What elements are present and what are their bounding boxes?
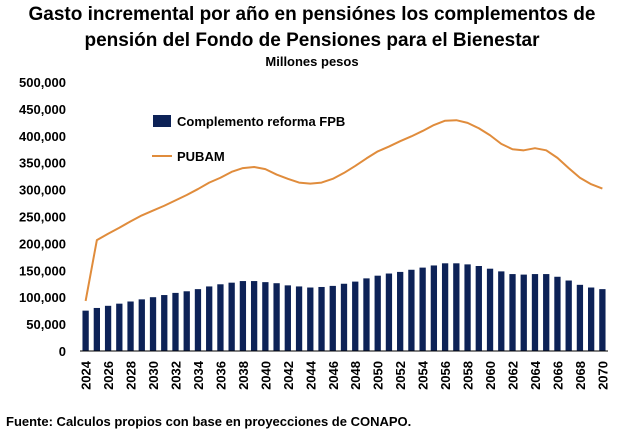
bar xyxy=(183,291,190,351)
bar xyxy=(228,282,235,351)
y-tick-label: 250,000 xyxy=(19,210,66,225)
x-tick-label: 2056 xyxy=(438,361,453,390)
bar xyxy=(430,265,438,351)
y-tick-label: 500,000 xyxy=(19,75,66,90)
x-tick-label: 2034 xyxy=(191,360,206,390)
legend-bar-swatch xyxy=(153,115,171,127)
y-axis: 0 50,000 100,000 150,000 200,000 250,000 300,0… xyxy=(19,75,66,359)
bar xyxy=(295,286,303,351)
bar xyxy=(206,286,213,351)
bar xyxy=(554,276,561,351)
x-tick-label: 2036 xyxy=(213,361,228,390)
x-tick-label: 2064 xyxy=(528,360,543,390)
bar xyxy=(565,280,572,351)
x-tick-label: 2048 xyxy=(348,361,363,390)
bar xyxy=(82,310,89,351)
bar xyxy=(588,287,595,351)
x-tick-label: 2066 xyxy=(550,361,565,390)
chart-title: Gasto incremental por año en pensiónes l… xyxy=(28,4,596,51)
legend-bar-label: Complemento reforma FPB xyxy=(177,114,345,129)
bar xyxy=(543,274,550,351)
bar xyxy=(217,284,224,351)
x-tick-label: 2060 xyxy=(483,361,498,390)
x-tick-label: 2032 xyxy=(168,361,183,390)
bar xyxy=(509,274,516,351)
bar xyxy=(385,273,393,351)
x-tick-label: 2052 xyxy=(393,361,408,390)
bar-series xyxy=(82,263,606,351)
bar xyxy=(408,269,415,351)
bar xyxy=(284,285,291,351)
legend-line-label: PUBAM xyxy=(177,149,225,164)
x-tick-label: 2046 xyxy=(326,361,341,390)
x-axis: 2024 2026 2028 2030 2032 2034 2036 2038 2040 2042… xyxy=(79,350,610,390)
bar xyxy=(374,275,381,351)
bar xyxy=(307,287,314,351)
bar xyxy=(599,289,606,351)
x-tick-label: 2068 xyxy=(573,361,588,390)
x-tick-label: 2024 xyxy=(79,360,94,390)
x-tick-label: 2026 xyxy=(101,361,116,390)
bar xyxy=(397,271,404,351)
bar xyxy=(104,305,112,351)
x-tick-label: 2058 xyxy=(461,361,476,390)
line-series xyxy=(84,119,603,302)
bar xyxy=(419,267,426,351)
y-tick-label: 450,000 xyxy=(19,102,66,117)
x-tick-label: 2050 xyxy=(371,361,386,390)
bar xyxy=(329,285,336,351)
bar xyxy=(149,297,157,351)
bar xyxy=(352,281,359,351)
y-tick-label: 300,000 xyxy=(19,183,66,198)
bar xyxy=(273,283,280,351)
bar xyxy=(250,281,258,351)
bar xyxy=(363,278,370,351)
bar xyxy=(531,274,539,351)
y-tick-label: 100,000 xyxy=(19,290,66,305)
bar xyxy=(475,266,482,351)
y-tick-label: 200,000 xyxy=(19,236,66,251)
bar xyxy=(138,299,145,351)
x-tick-label: 2054 xyxy=(416,360,431,390)
bar xyxy=(340,283,348,351)
x-tick-label: 2040 xyxy=(258,361,273,390)
source-note: Fuente: Calculos propios con base en pro… xyxy=(6,414,412,429)
bar xyxy=(441,263,449,351)
bar xyxy=(262,282,269,351)
bar xyxy=(486,268,494,351)
x-tick-label: 2030 xyxy=(146,361,161,390)
bar xyxy=(161,295,168,351)
x-tick-label: 2028 xyxy=(124,361,139,390)
bar xyxy=(127,301,134,351)
bar xyxy=(93,307,100,351)
bar xyxy=(194,289,202,351)
y-tick-label: 350,000 xyxy=(19,156,66,171)
pubam-line xyxy=(84,119,603,302)
bar xyxy=(498,271,505,351)
y-tick-label: 400,000 xyxy=(19,129,66,144)
bar xyxy=(520,274,527,351)
y-tick-label: 150,000 xyxy=(19,263,66,278)
bar xyxy=(239,281,247,351)
bar xyxy=(453,263,460,351)
x-tick-label: 2038 xyxy=(236,361,251,390)
bar xyxy=(576,284,584,351)
x-tick-label: 2044 xyxy=(303,360,318,390)
x-tick-label: 2062 xyxy=(506,361,521,390)
bar xyxy=(172,292,179,351)
bar xyxy=(116,303,123,351)
x-tick-label: 2042 xyxy=(281,361,296,390)
y-tick-label: 50,000 xyxy=(26,317,66,332)
legend: Complemento reforma FPB PUBAM xyxy=(152,114,345,164)
bar xyxy=(318,286,325,351)
chart-subtitle: Millones pesos xyxy=(265,54,359,69)
x-tick-label: 2070 xyxy=(595,361,610,390)
y-tick-label: 0 xyxy=(59,344,66,359)
bar xyxy=(464,264,471,351)
